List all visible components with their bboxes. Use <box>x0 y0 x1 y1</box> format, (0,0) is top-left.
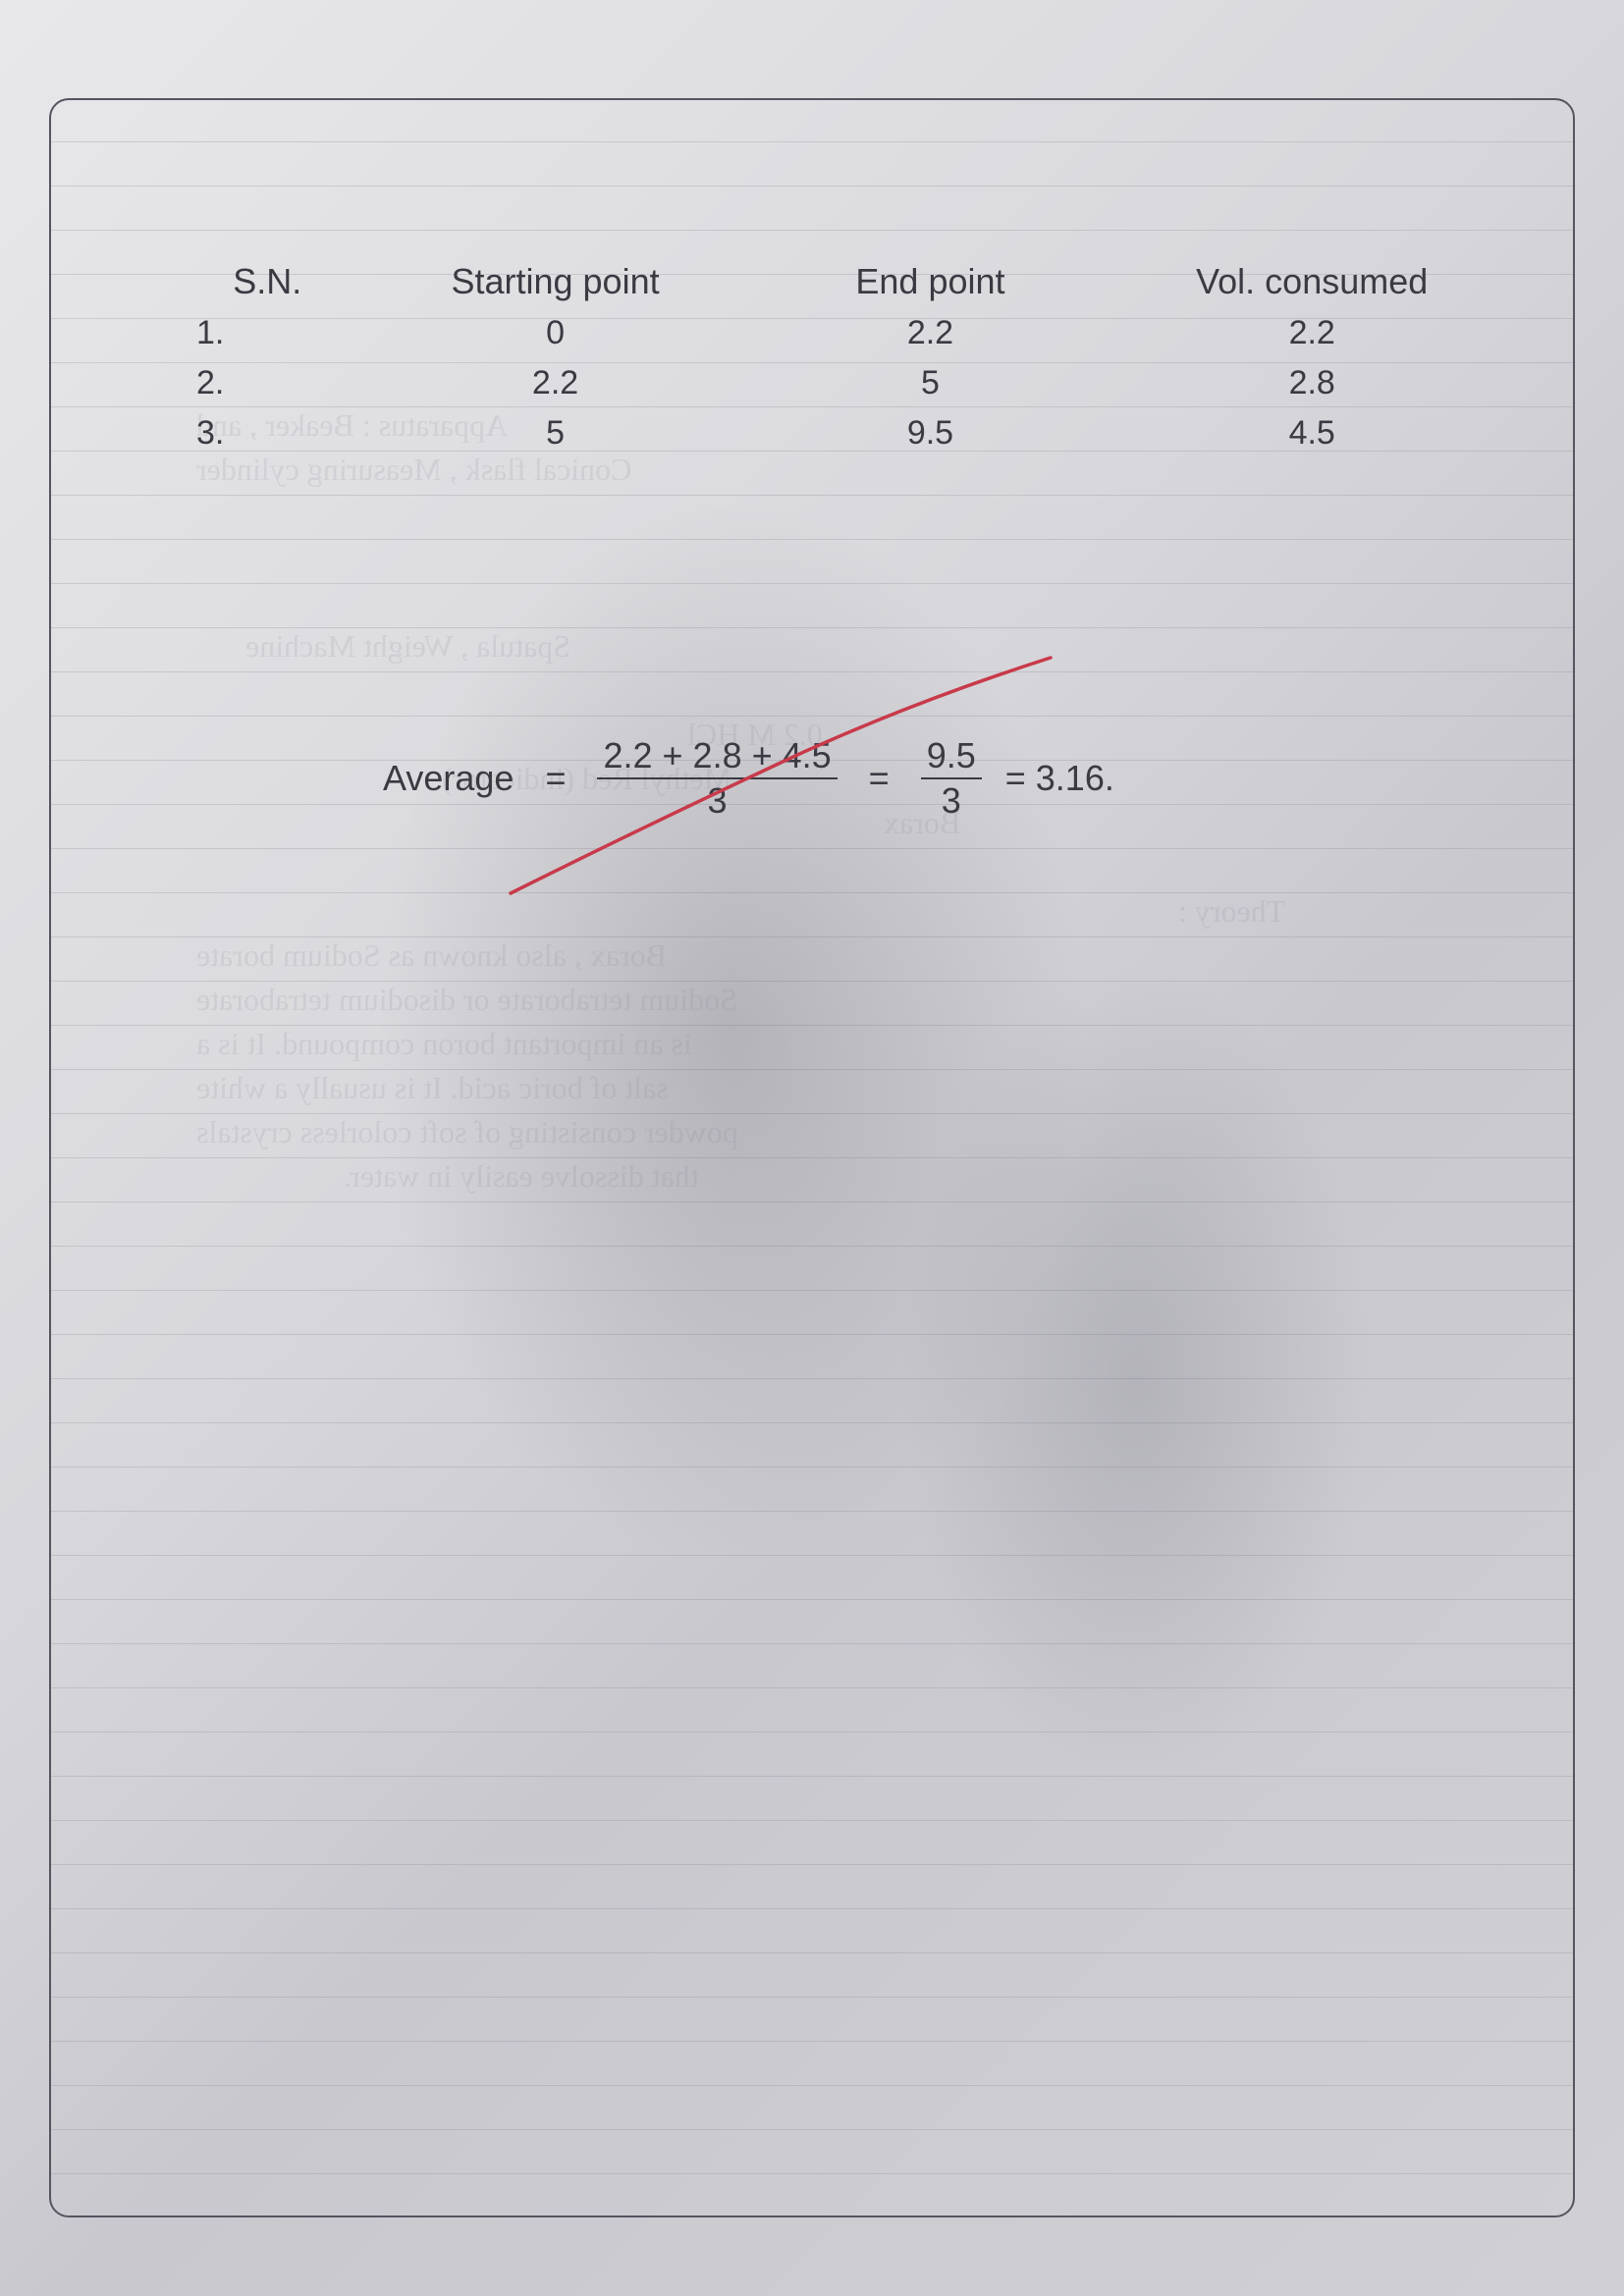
fraction-denominator: 3 <box>708 779 728 821</box>
table-row: 3. 5 9.5 4.5 <box>167 408 1506 458</box>
fraction-numerator: 9.5 <box>921 736 982 779</box>
header-sn: S.N. <box>167 255 368 308</box>
header-end-point: End point <box>743 255 1118 308</box>
cell-sn: 1. <box>167 308 368 358</box>
cell-end: 2.2 <box>743 308 1118 358</box>
average-calculation: Average = 2.2 + 2.8 + 4.5 3 = 9.5 3 = 3.… <box>383 736 1114 820</box>
cell-vol: 2.2 <box>1117 308 1506 358</box>
ghost-text-line: Theory : <box>1178 893 1285 930</box>
ghost-text-line: powder consisting of soft colorless crys… <box>196 1114 738 1150</box>
content-area: S.N. Starting point End point Vol. consu… <box>167 255 1506 458</box>
ghost-text-line: salt of boric acid. It is usually a whit… <box>196 1070 669 1106</box>
header-starting-point: Starting point <box>368 255 743 308</box>
equals-sign: = <box>861 758 897 799</box>
cell-sn: 3. <box>167 408 368 458</box>
titration-table: S.N. Starting point End point Vol. consu… <box>167 255 1506 458</box>
cell-end: 9.5 <box>743 408 1118 458</box>
fraction-sum: 2.2 + 2.8 + 4.5 3 <box>597 736 837 820</box>
header-vol-consumed: Vol. consumed <box>1117 255 1506 308</box>
cell-vol: 2.8 <box>1117 358 1506 408</box>
ghost-text-line: Borax , also known as Sodium borate <box>196 937 667 974</box>
final-result: = 3.16. <box>1005 758 1114 799</box>
table-row: 1. 0 2.2 2.2 <box>167 308 1506 358</box>
average-label: Average <box>383 758 514 799</box>
ghost-text-line: Sodium tetraborate or disodium tetrabora… <box>196 982 737 1018</box>
cell-start: 2.2 <box>368 358 743 408</box>
equals-sign: = <box>537 758 573 799</box>
cell-end: 5 <box>743 358 1118 408</box>
table-header-row: S.N. Starting point End point Vol. consu… <box>167 255 1506 308</box>
ghost-text-line: Spatula , Weight Machine <box>245 628 570 665</box>
table-row: 2. 2.2 5 2.8 <box>167 358 1506 408</box>
ghost-text-line: that dissolve easily in water. <box>344 1158 699 1195</box>
cell-sn: 2. <box>167 358 368 408</box>
cell-vol: 4.5 <box>1117 408 1506 458</box>
fraction-denominator: 3 <box>942 779 961 821</box>
cell-start: 5 <box>368 408 743 458</box>
ghost-text-line: is an important boron compound. It is a <box>196 1026 692 1062</box>
cell-start: 0 <box>368 308 743 358</box>
fraction-numerator: 2.2 + 2.8 + 4.5 <box>597 736 837 779</box>
fraction-result: 9.5 3 <box>921 736 982 820</box>
